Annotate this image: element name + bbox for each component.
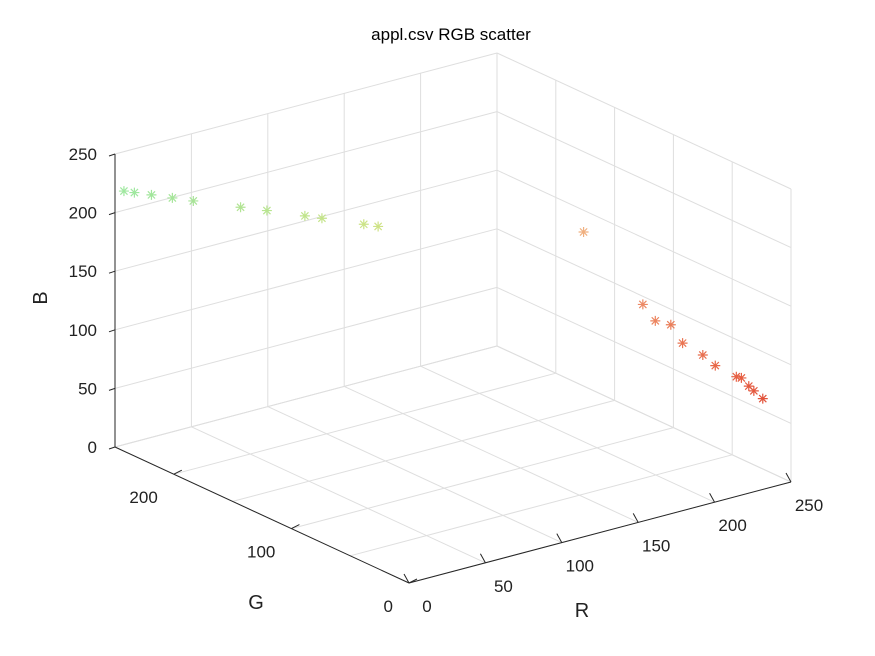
data-point-marker: [261, 205, 272, 216]
data-point-marker: [697, 350, 708, 361]
data-point-marker: [677, 338, 688, 349]
r-tick-mark: [709, 492, 716, 503]
b-tick-label: 200: [69, 204, 97, 223]
back-wall-grid-line: [114, 228, 498, 331]
data-point-marker: [299, 210, 310, 221]
data-point-marker: [665, 319, 676, 330]
data-point-marker: [118, 186, 129, 197]
g-tick-label: 0: [384, 597, 393, 616]
r-tick-mark: [632, 513, 639, 523]
g-tick-mark: [291, 524, 300, 530]
data-point-marker: [358, 219, 369, 230]
floor-grid-line: [343, 385, 639, 523]
data-point-marker: [743, 381, 754, 392]
r-tick-mark: [785, 472, 792, 483]
data-point-marker: [146, 189, 157, 200]
x-axis-label: R: [575, 600, 589, 622]
side-wall-grid-line: [496, 169, 792, 307]
data-points: [118, 186, 768, 404]
side-wall-grid-line: [496, 286, 792, 424]
b-tick-label: 100: [69, 321, 97, 340]
b-tick-mark: [108, 212, 116, 216]
r-tick-label: 250: [795, 496, 823, 515]
b-tick-mark: [108, 153, 116, 157]
g-tick-label: 200: [129, 488, 157, 507]
y-axis-label: G: [248, 592, 264, 614]
r-tick-label: 50: [494, 577, 513, 596]
b-tick-mark: [108, 387, 116, 391]
side-wall-grid-line: [496, 52, 792, 190]
data-point-marker: [129, 187, 140, 198]
b-tick-label: 250: [69, 145, 97, 164]
floor-grid-line: [420, 365, 715, 503]
floor-grid-line: [191, 426, 486, 564]
b-tick-label: 50: [78, 379, 97, 398]
data-point-marker: [637, 299, 648, 310]
back-wall-grid-line: [114, 52, 498, 155]
b-tick-mark: [108, 329, 116, 333]
r-tick-mark: [556, 533, 563, 543]
back-wall-grid-line: [114, 345, 498, 448]
floor-grid-line: [232, 399, 615, 502]
side-wall-grid-line: [496, 228, 792, 366]
back-wall-grid-line: [114, 111, 498, 214]
side-wall-grid-line: [496, 111, 792, 249]
r-tick-mark: [479, 553, 486, 564]
data-point-marker: [748, 385, 759, 396]
b-tick-mark: [108, 446, 116, 450]
data-point-marker: [736, 372, 747, 383]
grid-lines: [114, 52, 792, 584]
b-tick-label: 0: [88, 438, 97, 457]
tick-labels: 0 50 100 150 200 250 0 100 200 0 50 100 150 200 250: [69, 145, 824, 616]
r-tick-mark: [403, 573, 410, 584]
r-tick-label: 150: [642, 536, 670, 555]
g-tick-mark: [408, 578, 418, 584]
back-wall-grid-line: [114, 286, 498, 389]
floor-grid-line: [267, 406, 563, 544]
z-axis-label: B: [30, 291, 52, 304]
data-point-marker: [650, 315, 661, 326]
data-point-marker: [188, 195, 199, 206]
data-point-marker: [373, 221, 384, 232]
r-tick-label: 0: [422, 597, 431, 616]
axis-lines: [108, 153, 792, 584]
data-point-marker: [757, 393, 768, 404]
floor-grid-line: [350, 454, 733, 557]
chart-title: appl.csv RGB scatter: [371, 25, 531, 44]
r-tick-label: 200: [718, 516, 746, 535]
data-point-marker: [167, 192, 178, 203]
back-wall-grid-line: [114, 169, 498, 272]
floor-grid-line: [291, 427, 674, 530]
floor-grid-line: [173, 372, 556, 475]
g-axis-line: [114, 446, 410, 584]
b-tick-label: 150: [69, 262, 97, 281]
r-axis-line: [408, 481, 792, 584]
g-tick-mark: [173, 469, 183, 475]
data-point-marker: [578, 226, 589, 237]
data-point-marker: [235, 202, 246, 213]
g-tick-label: 100: [247, 543, 275, 562]
b-tick-mark: [108, 270, 116, 274]
data-point-marker: [710, 360, 721, 371]
side-wall-grid-line: [496, 345, 792, 483]
r-tick-label: 100: [566, 557, 594, 576]
data-point-marker: [316, 213, 327, 224]
data-point-marker: [731, 371, 742, 382]
